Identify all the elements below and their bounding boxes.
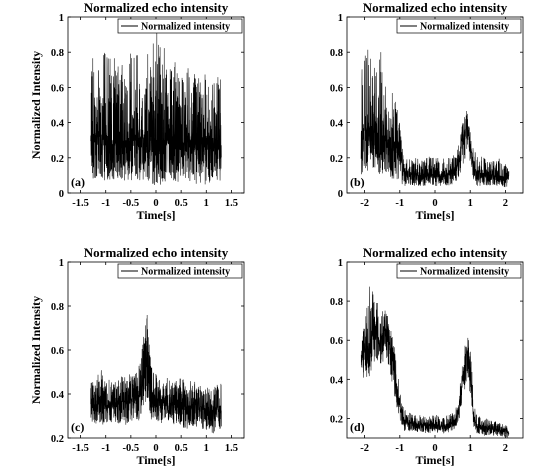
panel-1: -2 -1 0 1 2 0 0.2 0.4 0.6 0.8 1 Normalized echo int… xyxy=(330,0,524,222)
x-tick-label: 2 xyxy=(503,198,508,209)
panel-label: (d) xyxy=(350,420,365,434)
x-tick-label: 0 xyxy=(153,443,158,454)
y-tick-label: 0.2 xyxy=(330,414,343,425)
y-tick-label: 0.8 xyxy=(51,302,64,313)
x-tick-label: 0 xyxy=(153,198,158,209)
x-tick-label: -1 xyxy=(101,443,110,454)
panel-label: (c) xyxy=(71,420,84,434)
chart-title: Normalized echo intensity xyxy=(363,245,508,260)
y-tick-label: 0.6 xyxy=(51,346,64,357)
y-tick-label: 1 xyxy=(59,258,64,269)
y-tick-label: 0.2 xyxy=(51,154,64,165)
y-axis-label: Normalized Intensity xyxy=(29,51,43,159)
x-tick-label: 0.5 xyxy=(175,443,188,454)
panel-3: -2 -1 0 1 2 0.2 0.4 0.6 0.8 1 Normalized echo inte… xyxy=(330,245,524,467)
x-tick-label: -1 xyxy=(395,443,404,454)
x-tick-label: 1 xyxy=(204,198,209,209)
y-tick-label: 1 xyxy=(338,258,343,269)
series-line-normalized-intensity xyxy=(90,315,222,434)
y-axis-label: Normalized Intensity xyxy=(29,296,43,404)
x-tick-label: 1.5 xyxy=(225,198,238,209)
x-tick-label: 0 xyxy=(432,198,437,209)
y-tick-label: 0.6 xyxy=(330,336,343,347)
legend-label: Normalized intensity xyxy=(141,267,230,278)
x-tick-label: -1 xyxy=(101,198,110,209)
x-tick-label: 0.5 xyxy=(175,198,188,209)
x-tick-label: 1 xyxy=(468,198,473,209)
y-tick-label: 0.4 xyxy=(330,119,344,130)
y-tick-label: 0.6 xyxy=(51,83,64,94)
x-axis-label: Time[s] xyxy=(415,208,454,222)
y-tick-label: 0 xyxy=(338,189,343,200)
chart-title: Normalized echo intensity xyxy=(363,0,508,15)
legend-box xyxy=(117,263,243,279)
legend: Normalized intensity xyxy=(117,263,243,279)
axes-box xyxy=(346,261,524,439)
panel-label: (b) xyxy=(350,175,365,189)
legend-box xyxy=(396,263,522,279)
y-tick-label: 0.2 xyxy=(330,154,343,165)
y-tick-label: 1 xyxy=(59,13,64,24)
panel-label: (a) xyxy=(71,175,85,189)
y-tick-label: 0.8 xyxy=(51,48,64,59)
x-tick-label: -2 xyxy=(360,443,369,454)
y-tick-label: 0.6 xyxy=(330,83,343,94)
legend: Normalized intensity xyxy=(396,18,522,34)
y-tick-label: 0.4 xyxy=(51,390,65,401)
series-line-normalized-intensity xyxy=(360,286,510,438)
x-tick-label: 2 xyxy=(503,443,508,454)
y-tick-label: 0.4 xyxy=(330,375,344,386)
x-axis-label: Time[s] xyxy=(136,453,175,467)
legend-label: Normalized intensity xyxy=(420,267,509,278)
legend-label: Normalized intensity xyxy=(141,22,230,33)
x-tick-label: -1 xyxy=(395,198,404,209)
y-tick-label: 0.8 xyxy=(330,297,343,308)
y-tick-label: 0.2 xyxy=(51,434,64,445)
panel-0: -1.5 -1 -0.5 0 0.5 1 1.5 0 0.2 0.4 0.6 0.8 1 Normaliz… xyxy=(29,0,245,222)
legend: Normalized intensity xyxy=(396,263,522,279)
x-tick-label: 1 xyxy=(468,443,473,454)
y-tick-label: 0.8 xyxy=(330,48,343,59)
x-tick-label: -0.5 xyxy=(123,443,140,454)
y-tick-label: 0.4 xyxy=(51,119,65,130)
legend: Normalized intensity xyxy=(117,18,243,34)
chart-title: Normalized echo intensity xyxy=(84,245,229,260)
x-tick-label: -2 xyxy=(360,198,369,209)
x-tick-label: -1.5 xyxy=(72,443,89,454)
series-line-normalized-intensity xyxy=(90,26,222,185)
legend-label: Normalized intensity xyxy=(420,22,509,33)
panel-2: -1.5 -1 -0.5 0 0.5 1 1.5 0.2 0.4 0.6 0.8 1 Normalize… xyxy=(29,245,245,467)
x-tick-label: -0.5 xyxy=(123,198,140,209)
x-tick-label: -1.5 xyxy=(72,198,89,209)
legend-box xyxy=(396,18,522,34)
x-tick-label: 1 xyxy=(204,443,209,454)
x-axis-label: Time[s] xyxy=(136,208,175,222)
x-axis-label: Time[s] xyxy=(415,453,454,467)
x-tick-label: 1.5 xyxy=(225,443,238,454)
x-tick-label: 0 xyxy=(432,443,437,454)
legend-box xyxy=(117,18,243,34)
chart-title: Normalized echo intensity xyxy=(84,0,229,15)
series-line-normalized-intensity xyxy=(360,49,510,188)
y-tick-label: 1 xyxy=(338,13,343,24)
y-tick-label: 0 xyxy=(59,189,64,200)
